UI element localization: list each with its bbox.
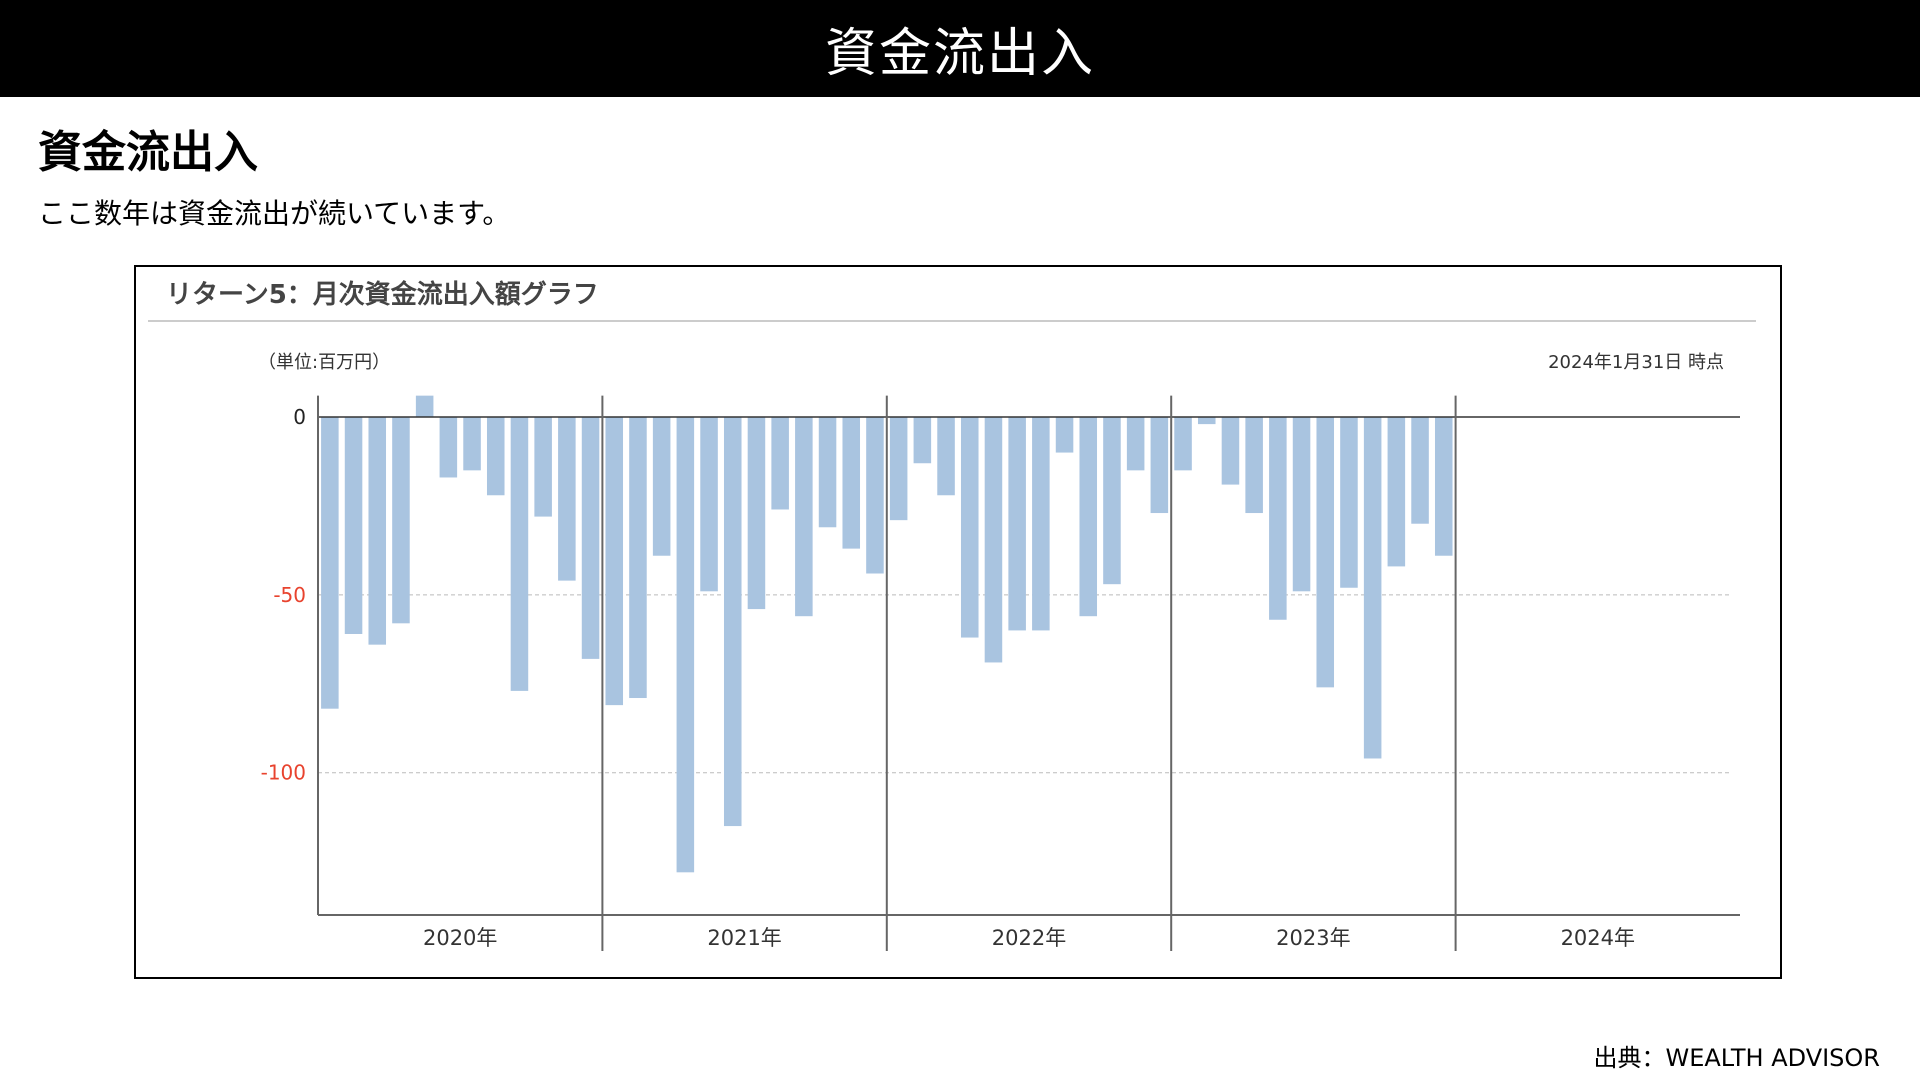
bar-17 [700,417,718,592]
bar-21 [795,417,813,617]
bar-38 [1197,417,1216,425]
bar-23 [842,417,861,549]
bar-28 [960,417,979,638]
bar-7 [463,417,481,471]
bar-27 [937,417,955,496]
bar-2 [344,417,363,634]
bar-22 [818,417,837,528]
bar-9 [510,417,529,691]
x-tick-label: 2023年 [1276,926,1350,950]
bar-8 [486,417,505,496]
bar-31 [1032,417,1050,631]
bar-10 [534,417,552,517]
bar-32 [1055,417,1074,453]
x-tick-label: 2024年 [1561,926,1635,950]
bar-37 [1174,417,1192,471]
x-tick-label: 2022年 [992,926,1066,950]
bar-43 [1316,417,1335,688]
bar-24 [866,417,884,574]
as-of-date: 2024年1月31日 時点 [1548,352,1724,373]
bar-19 [747,417,766,610]
bar-35 [1126,417,1145,471]
bar-29 [984,417,1003,663]
bar-25 [889,417,908,521]
header-bar: 資金流出入 [0,0,1920,97]
bar-14 [629,417,647,699]
chart-title: リターン5：月次資金流出入額グラフ [166,279,599,310]
header-title: 資金流出入 [824,24,1095,84]
bar-40 [1245,417,1263,514]
bar-36 [1150,417,1169,514]
x-tick-label: 2021年 [707,926,781,950]
bar-4 [392,417,410,624]
bar-46 [1387,417,1406,567]
bar-12 [581,417,600,659]
fund-flow-chart: リターン5：月次資金流出入額グラフ （単位:百万円） 2024年1月31日 時点 0 -… [148,279,1756,951]
bar-18 [723,417,742,827]
bar-1 [321,417,339,709]
bar-48 [1434,417,1453,556]
bar-39 [1221,417,1240,485]
bar-45 [1363,417,1382,759]
y-tick-label: -100 [261,761,306,785]
bar-11 [558,417,576,581]
bar-15 [652,417,671,556]
bar-20 [771,417,789,510]
chart-panel: リターン5：月次資金流出入額グラフ （単位:百万円） 2024年1月31日 時点 0 -… [134,265,1782,979]
bar-42 [1292,417,1311,592]
unit-label: （単位:百万円） [258,352,390,373]
source-credit: 出典：WEALTH ADVISOR [1593,1044,1881,1072]
bar-30 [1008,417,1026,631]
y-tick-label: -50 [273,583,306,607]
bar-16 [676,417,695,873]
bar-33 [1079,417,1098,617]
section-heading: 資金流出入 [38,127,258,178]
bar-34 [1103,417,1121,585]
y-tick-label: 0 [293,405,306,429]
bar-44 [1340,417,1358,588]
bar-13 [605,417,624,706]
bar-5 [415,395,434,417]
bar-26 [913,417,932,464]
bar-3 [368,417,387,645]
section-description: ここ数年は資金流出が続いています。 [38,197,511,230]
x-tick-label: 2020年 [423,926,497,950]
bar-41 [1269,417,1287,620]
bar-47 [1411,417,1429,524]
bar-6 [439,417,458,478]
